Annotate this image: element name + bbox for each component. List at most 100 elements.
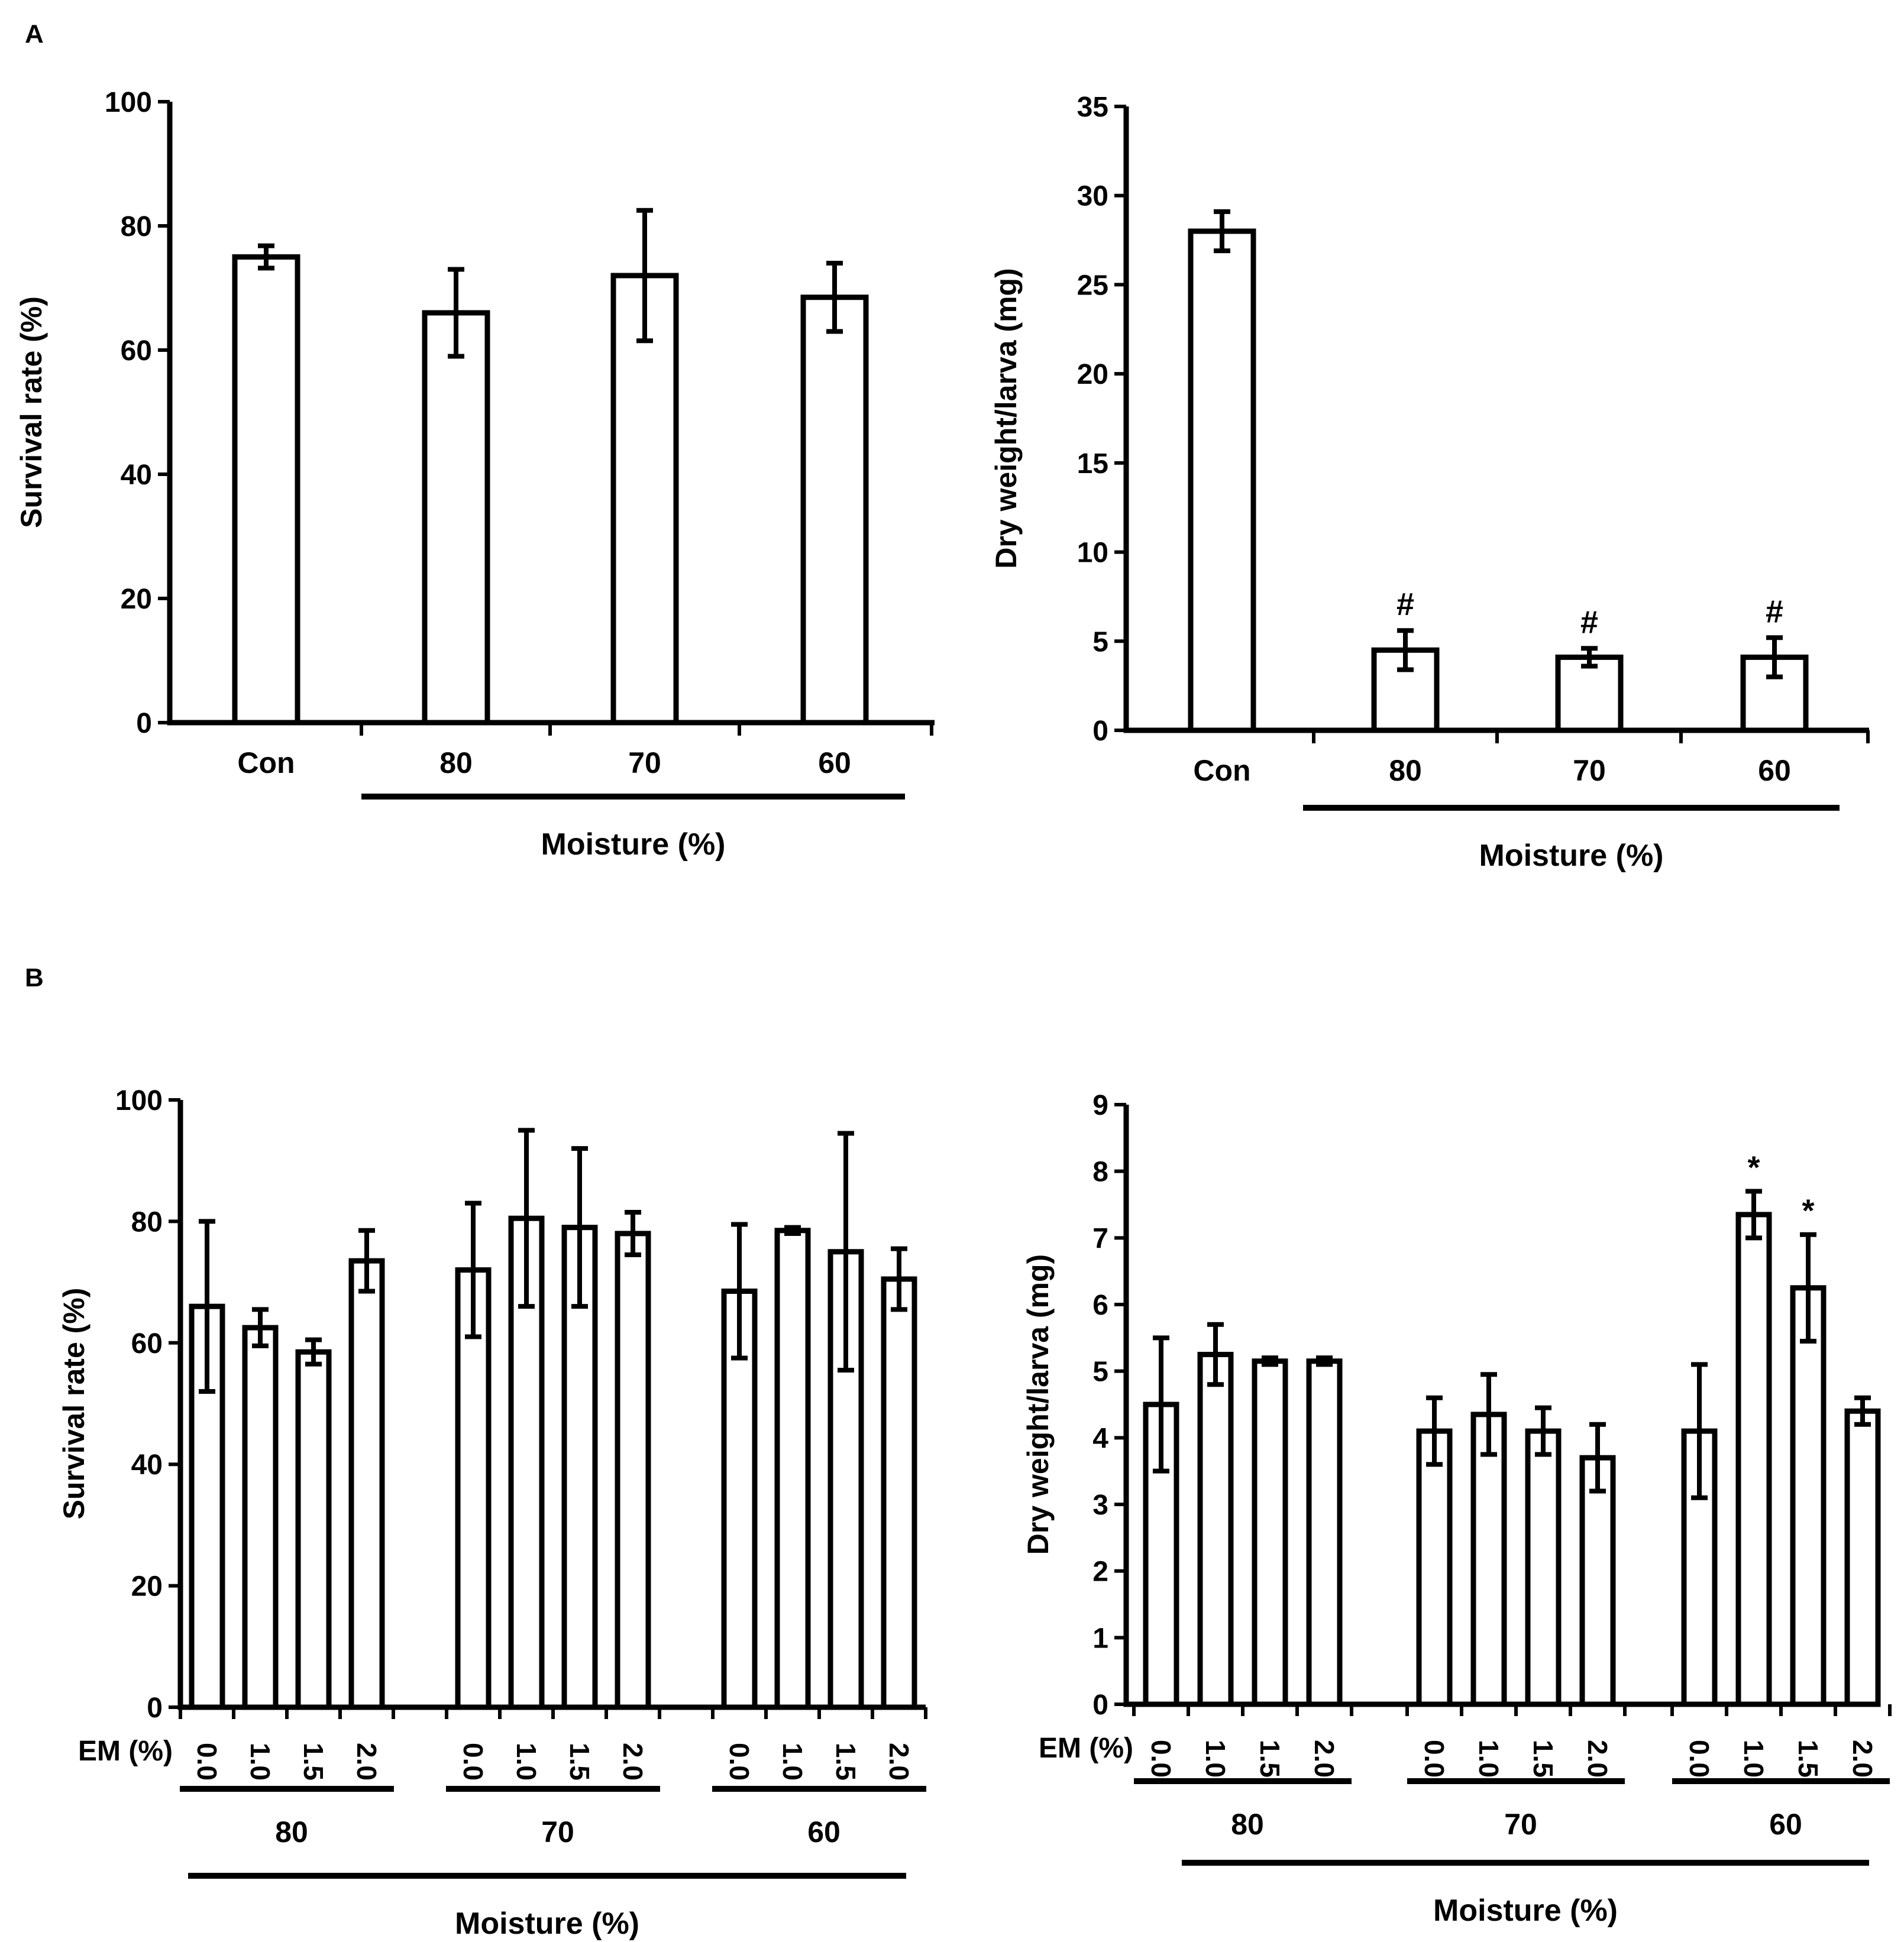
x-tick-label: 60 <box>818 746 851 779</box>
em-axis-label: EM (%) <box>1039 1733 1133 1764</box>
y-axis-label: Dry weight/larva (mg) <box>1021 1254 1055 1555</box>
data-bar <box>348 1258 385 1710</box>
data-bar <box>615 1231 651 1710</box>
em-tick-label: 0.0 <box>458 1743 489 1781</box>
moisture-group-label: 80 <box>1231 1808 1264 1841</box>
em-tick-label: 1.5 <box>830 1743 861 1781</box>
em-tick-label: 0.0 <box>192 1743 222 1781</box>
y-tick-label: 3 <box>1092 1490 1108 1521</box>
significance-mark: # <box>1766 594 1783 629</box>
panel-label-b: B <box>25 963 44 992</box>
y-tick-label: 10 <box>1077 538 1108 569</box>
em-tick-label: 1.0 <box>1473 1740 1504 1778</box>
data-bar <box>1735 1212 1772 1707</box>
moisture-group-label: 70 <box>541 1815 574 1849</box>
data-bar <box>1844 1408 1881 1707</box>
x-tick-label: 70 <box>628 746 661 779</box>
y-tick-label: 60 <box>131 1328 163 1360</box>
em-tick-label: 2.0 <box>618 1743 648 1781</box>
em-tick-label: 1.5 <box>564 1743 595 1781</box>
em-tick-label: 2.0 <box>1847 1740 1878 1778</box>
y-tick-label: 1 <box>1092 1623 1108 1654</box>
significance-mark: # <box>1580 604 1598 640</box>
em-tick-label: 2.0 <box>351 1743 382 1781</box>
moisture-group-label: 60 <box>1769 1808 1802 1841</box>
y-tick-label: 100 <box>105 87 152 118</box>
moisture-group-label: 80 <box>275 1815 308 1849</box>
data-bar <box>1525 1428 1562 1707</box>
y-tick-label: 5 <box>1092 626 1108 658</box>
chart-a-dryweight: 0 5 10 15 20 25 30 35 Dry weight/larva (mg) Con 80… <box>990 92 1870 873</box>
y-tick-label: 9 <box>1092 1090 1108 1121</box>
significance-mark: * <box>1802 1193 1814 1229</box>
chart-b-survival: 0 20 40 60 80 100 Survival rate (%) EM (%) 0.0 1.… <box>57 1085 927 1941</box>
x-tick-label: 70 <box>1573 754 1606 787</box>
y-tick-label: 80 <box>121 211 152 242</box>
moisture-group-label: 70 <box>1504 1808 1537 1841</box>
em-tick-label: 1.0 <box>511 1743 542 1781</box>
y-axis-label: Dry weight/larva (mg) <box>990 268 1023 568</box>
data-bar <box>242 1325 279 1710</box>
panel-label-a: A <box>25 20 44 48</box>
data-bar <box>1470 1412 1507 1707</box>
em-tick-label: 1.0 <box>777 1743 808 1781</box>
data-bar <box>1188 228 1256 733</box>
y-tick-label: 40 <box>131 1449 163 1481</box>
x-tick-label: Con <box>237 746 295 779</box>
y-tick-label: 6 <box>1092 1290 1108 1321</box>
x-axis-label: Moisture (%) <box>541 827 726 862</box>
data-bar <box>774 1228 811 1710</box>
x-axis-label: Moisture (%) <box>455 1907 639 1941</box>
y-axis-label: Survival rate (%) <box>15 296 48 528</box>
y-axis-label: Survival rate (%) <box>57 1288 90 1520</box>
em-tick-label: 2.0 <box>1582 1740 1613 1778</box>
y-tick-label: 20 <box>121 584 152 615</box>
data-bar <box>1306 1358 1343 1707</box>
y-tick-label: 4 <box>1092 1423 1108 1454</box>
x-tick-label: 80 <box>1389 754 1422 787</box>
moisture-group-label: 60 <box>807 1815 841 1849</box>
em-tick-label: 0.0 <box>1146 1740 1176 1778</box>
data-bar <box>1252 1358 1288 1707</box>
y-tick-label: 20 <box>131 1571 163 1603</box>
significance-mark: # <box>1397 587 1414 622</box>
data-bar <box>1790 1285 1827 1707</box>
x-tick-label: Con <box>1193 754 1250 787</box>
em-tick-label: 0.0 <box>724 1743 755 1781</box>
data-bar <box>295 1349 332 1710</box>
em-tick-label: 1.5 <box>1528 1740 1559 1778</box>
em-tick-label: 2.0 <box>1309 1740 1340 1778</box>
y-tick-label: 40 <box>121 459 152 491</box>
y-tick-label: 2 <box>1092 1556 1108 1588</box>
em-tick-label: 0.0 <box>1684 1740 1715 1778</box>
data-bar <box>1197 1352 1234 1707</box>
significance-mark: * <box>1747 1150 1760 1185</box>
em-axis-label: EM (%) <box>78 1736 173 1767</box>
data-bar <box>422 310 490 726</box>
y-tick-label: 100 <box>115 1085 163 1116</box>
y-tick-label: 20 <box>1077 359 1108 390</box>
em-tick-label: 1.0 <box>1738 1740 1769 1778</box>
x-axis-label: Moisture (%) <box>1479 839 1664 873</box>
data-bar <box>1416 1428 1453 1707</box>
y-tick-label: 7 <box>1092 1223 1108 1254</box>
y-tick-label: 80 <box>131 1206 163 1238</box>
em-tick-label: 1.5 <box>298 1743 329 1781</box>
x-tick-label: 80 <box>439 746 473 779</box>
data-bar <box>232 254 300 726</box>
data-bar <box>1579 1455 1616 1707</box>
chart-b-dryweight: 0 1 2 3 4 5 6 7 8 9 Dry weight/larva (mg) EM (%) 0.0… <box>1021 1090 1892 1928</box>
y-tick-label: 5 <box>1092 1357 1108 1388</box>
chart-a-survival: 0 20 40 60 80 100 Survival rate (%) Con 80 70 60 Mo… <box>15 87 935 862</box>
y-tick-label: 35 <box>1077 92 1108 123</box>
em-tick-label: 1.5 <box>1255 1740 1285 1778</box>
y-tick-label: 60 <box>121 335 152 367</box>
x-axis-label: Moisture (%) <box>1433 1894 1618 1928</box>
em-tick-label: 2.0 <box>884 1743 914 1781</box>
y-tick-label: 30 <box>1077 181 1108 212</box>
y-tick-label: 25 <box>1077 270 1108 301</box>
y-tick-label: 8 <box>1092 1157 1108 1188</box>
y-tick-label: 0 <box>1092 716 1108 747</box>
em-tick-label: 1.0 <box>245 1743 276 1781</box>
